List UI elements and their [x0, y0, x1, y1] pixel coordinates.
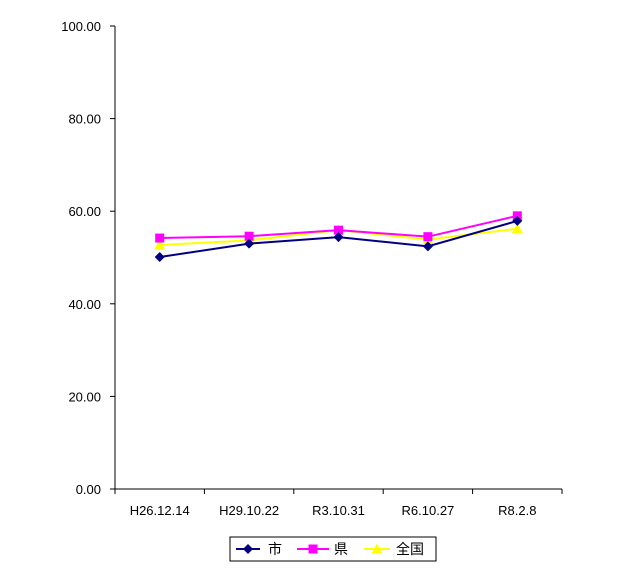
legend-swatch-marker	[243, 544, 253, 554]
series-0	[154, 215, 523, 263]
legend-item-1: 県	[297, 542, 348, 558]
y-tick-label: 80.00	[68, 112, 101, 127]
y-tick-label: 100.00	[61, 19, 101, 34]
data-point	[154, 239, 166, 250]
y-tick-label: 20.00	[68, 389, 101, 404]
data-point	[154, 252, 165, 263]
chart-axes	[114, 26, 562, 490]
chart-series	[154, 211, 523, 263]
data-point	[155, 233, 165, 243]
series-1	[155, 211, 522, 243]
legend-label: 市	[268, 541, 282, 558]
legend-swatch-marker	[371, 543, 383, 554]
x-axis-ticks: H26.12.14 H29.10.22 R3.10.31 R6.10.27 R8.2.8	[114, 489, 563, 518]
data-point	[244, 231, 254, 241]
legend-frame	[229, 536, 437, 562]
y-tick-label: 60.00	[68, 204, 101, 219]
legend-item-2: 全国	[364, 541, 424, 558]
y-tick-label: 0.00	[76, 482, 101, 497]
legend-swatch-marker	[308, 544, 318, 554]
data-point	[512, 215, 523, 226]
y-tick-label: 40.00	[68, 297, 101, 312]
y-axis-ticks: 0.00 20.00 40.00 60.00 80.00 100.00	[61, 19, 115, 497]
data-point	[334, 225, 343, 235]
legend: 市 県 全国	[229, 536, 437, 562]
data-point	[511, 223, 523, 234]
x-tick-label: R6.10.27	[402, 503, 455, 518]
data-point	[423, 232, 433, 242]
data-point	[422, 241, 433, 252]
data-point	[244, 238, 255, 249]
data-point	[512, 211, 522, 221]
legend-label: 県	[334, 542, 348, 558]
x-tick-label: H26.12.14	[130, 503, 190, 518]
legend-label: 全国	[396, 541, 424, 558]
x-tick-label: R3.10.31	[312, 503, 365, 518]
data-point	[333, 232, 344, 243]
x-tick-label: H29.10.22	[219, 503, 279, 518]
legend-item-0: 市	[236, 541, 282, 558]
x-tick-label: R8.2.8	[498, 503, 536, 518]
